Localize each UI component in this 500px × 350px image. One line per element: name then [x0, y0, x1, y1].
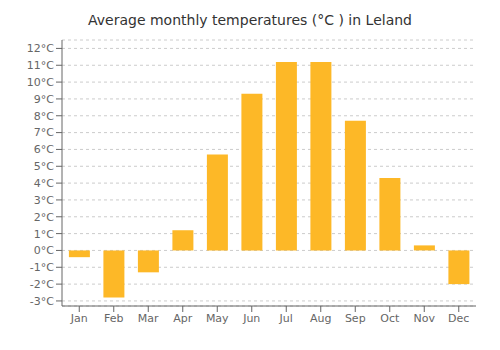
svg-text:7°C: 7°C	[34, 126, 54, 139]
svg-text:Nov: Nov	[414, 312, 436, 325]
svg-text:Mar: Mar	[138, 312, 159, 325]
svg-text:-3°C: -3°C	[30, 295, 54, 308]
svg-text:1°C: 1°C	[34, 228, 54, 241]
svg-text:11°C: 11°C	[27, 59, 54, 72]
svg-text:Jul: Jul	[279, 312, 293, 325]
svg-text:2°C: 2°C	[34, 211, 54, 224]
svg-text:Sep: Sep	[345, 312, 366, 325]
svg-text:Aug: Aug	[310, 312, 331, 325]
svg-text:Jan: Jan	[70, 312, 88, 325]
svg-text:-2°C: -2°C	[30, 278, 54, 291]
svg-text:Feb: Feb	[104, 312, 123, 325]
svg-text:3°C: 3°C	[34, 194, 54, 207]
svg-text:10°C: 10°C	[27, 76, 54, 89]
svg-text:Apr: Apr	[173, 312, 193, 325]
svg-text:May: May	[206, 312, 229, 325]
svg-text:Dec: Dec	[448, 312, 469, 325]
svg-text:9°C: 9°C	[34, 93, 54, 106]
svg-text:12°C: 12°C	[27, 42, 54, 55]
svg-text:6°C: 6°C	[34, 143, 54, 156]
svg-text:Jun: Jun	[242, 312, 260, 325]
svg-text:-1°C: -1°C	[30, 261, 54, 274]
svg-text:0°C: 0°C	[34, 244, 54, 257]
html-text:Average monthly temperatures (: Average monthly temperatures (°C ) in Le…	[88, 12, 412, 28]
svg-text:8°C: 8°C	[34, 110, 54, 123]
svg-text:Oct: Oct	[380, 312, 400, 325]
svg-text:4°C: 4°C	[34, 177, 54, 190]
svg-text:5°C: 5°C	[34, 160, 54, 173]
